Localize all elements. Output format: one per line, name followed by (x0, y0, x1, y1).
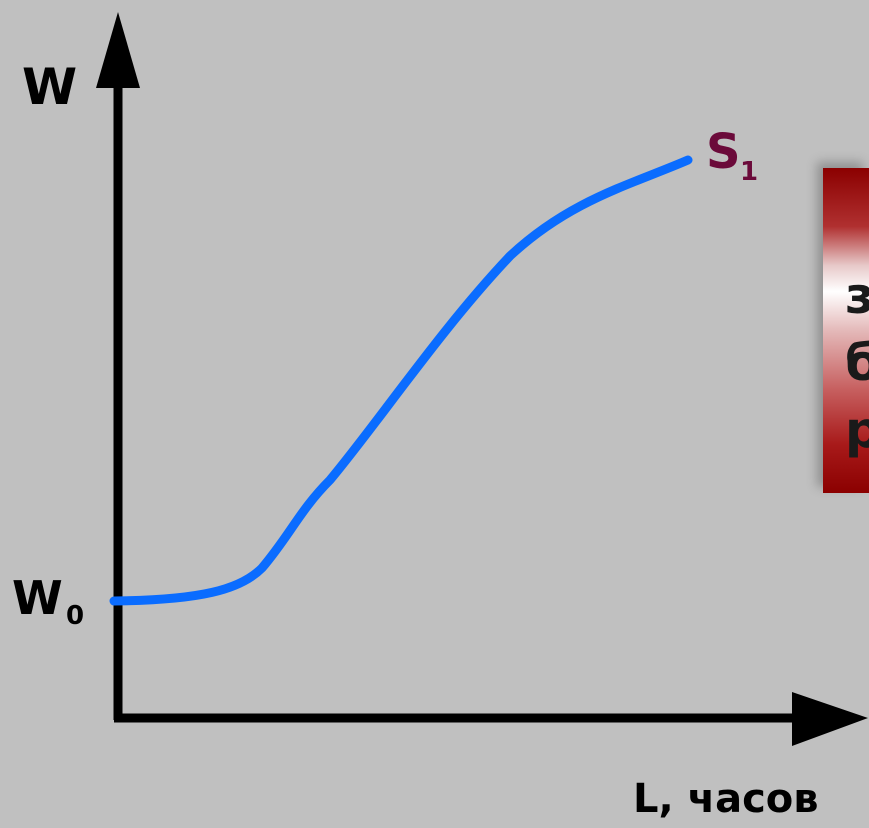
side-panel-line-2: б (845, 334, 869, 392)
w0-subscript: 0 (66, 601, 84, 631)
curve-label: S (706, 124, 741, 180)
y-axis-arrowhead (96, 12, 140, 88)
side-panel-line-3: р (845, 401, 869, 459)
side-panel: з б р (823, 168, 869, 493)
x-axis-arrowhead (792, 692, 868, 746)
growth-curve (109, 155, 693, 606)
curve-label-subscript: 1 (740, 157, 758, 187)
x-axis-label: L, часов (633, 776, 819, 822)
w0-label: W (12, 571, 63, 625)
side-panel-line-1: з (845, 267, 869, 325)
y-axis-label: W (22, 58, 77, 116)
